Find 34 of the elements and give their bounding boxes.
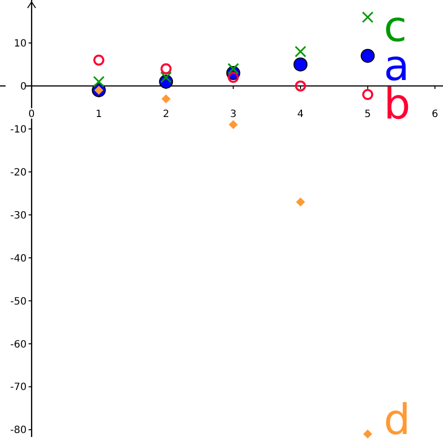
point xyxy=(160,63,172,74)
point xyxy=(93,54,104,66)
point xyxy=(162,94,171,104)
series-label: c xyxy=(384,2,407,52)
y-tick-label: -80 xyxy=(10,425,27,436)
y-tick-label: -40 xyxy=(10,253,27,264)
x-tick-label: 3 xyxy=(230,108,236,120)
x-tick-label: 2 xyxy=(162,108,170,120)
point xyxy=(160,72,172,84)
point xyxy=(93,76,105,88)
point xyxy=(294,46,306,58)
point xyxy=(363,429,372,438)
point xyxy=(227,62,240,75)
point xyxy=(362,89,374,100)
point xyxy=(296,197,305,206)
x-tick-label: 4 xyxy=(297,108,304,120)
point xyxy=(228,72,239,83)
x-tick-label: 6 xyxy=(432,108,438,120)
y-tick-label: -70 xyxy=(10,382,27,394)
y-tick-label: -50 xyxy=(10,296,27,308)
y-tick-label: -20 xyxy=(10,167,27,178)
point xyxy=(360,48,375,63)
y-tick-label: 10 xyxy=(14,38,27,50)
y-tick-label: -30 xyxy=(10,210,27,222)
x-tick-label: 1 xyxy=(96,108,102,120)
y-tick-label: 0 xyxy=(20,81,27,92)
series-label: d xyxy=(384,395,410,442)
point xyxy=(362,11,374,23)
point xyxy=(294,80,306,92)
x-tick-label: 5 xyxy=(364,108,371,120)
point xyxy=(228,120,238,130)
y-tick-label: -60 xyxy=(10,339,27,350)
y-tick-label: -10 xyxy=(10,124,27,136)
point xyxy=(293,57,308,72)
